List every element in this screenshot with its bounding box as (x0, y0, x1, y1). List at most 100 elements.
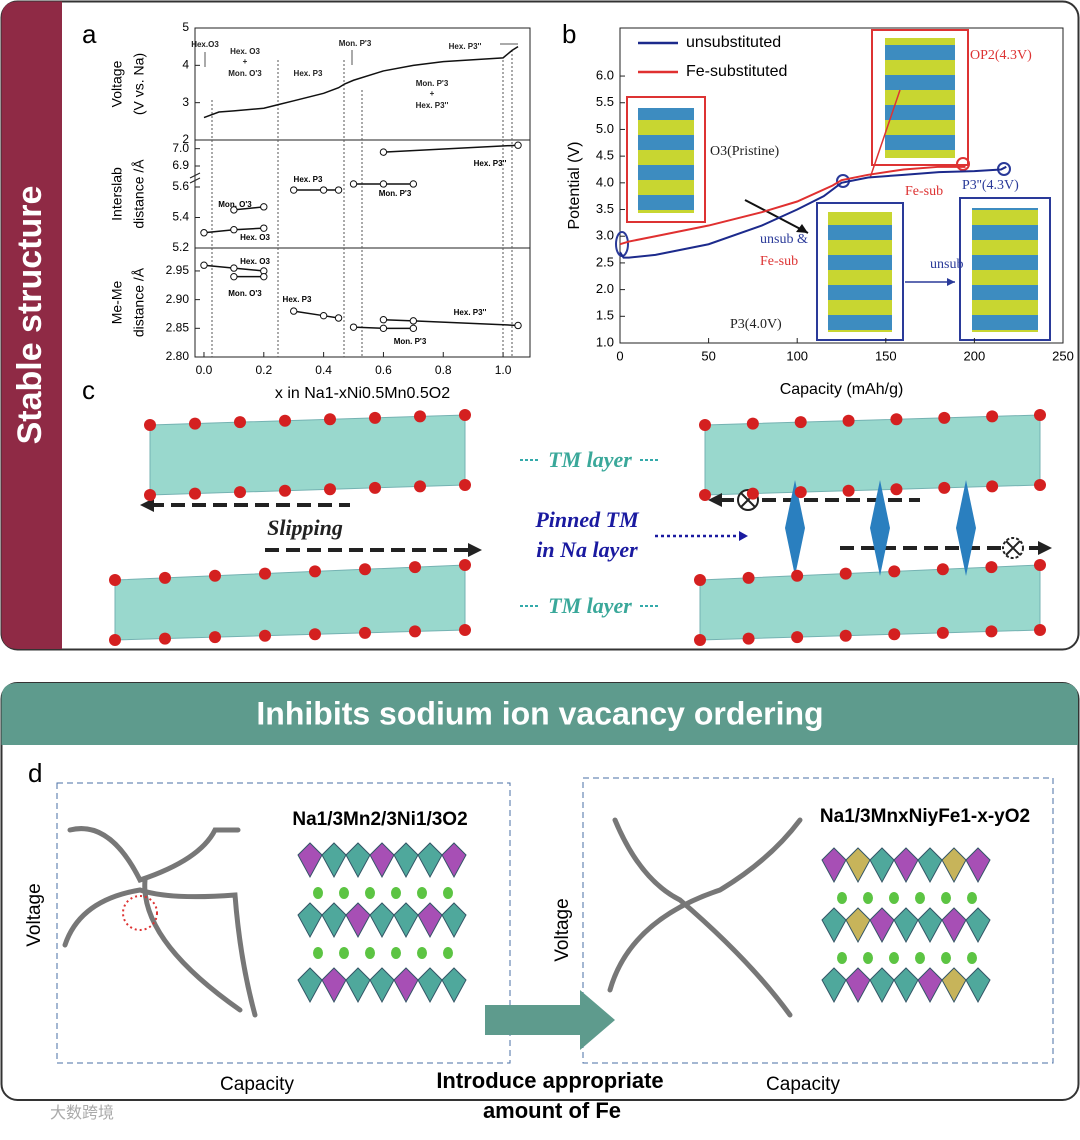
y-tick-label: 2.95 (166, 263, 190, 277)
point (230, 206, 238, 214)
point (260, 224, 268, 232)
point (379, 180, 388, 188)
point (379, 324, 388, 333)
point (409, 324, 418, 333)
annotation: Hex. P3'' (416, 101, 449, 110)
point (200, 261, 208, 269)
oxygen-atom (746, 417, 759, 430)
y-tick-label: 5 (182, 20, 189, 34)
series-label: Hex. P3 (294, 175, 323, 184)
y-tick-label: 5.5 (596, 94, 614, 109)
oxygen-atom (324, 413, 336, 426)
sodium-atom (941, 952, 951, 964)
octahedron (441, 842, 467, 879)
x-tick-label: 150 (875, 348, 897, 363)
oxygen-atom (742, 632, 755, 645)
y-tick-label: 6.0 (596, 67, 614, 82)
point (334, 186, 343, 194)
panel-c-structures (109, 409, 1052, 646)
sodium-atom (915, 892, 925, 904)
oxygen-atom (234, 416, 246, 429)
y-tick-label: 5.0 (596, 121, 614, 136)
series-line (619, 165, 966, 246)
oxygen-atom (699, 419, 711, 431)
point (349, 180, 358, 188)
sodium-atom (417, 887, 427, 899)
point (319, 311, 328, 320)
axis-break (189, 172, 201, 184)
oxygen-atom (938, 481, 951, 494)
x-axis-label: x in Na1-xNi0.5Mn0.5O2 (275, 385, 450, 402)
y-tick-label: 2.80 (166, 349, 190, 363)
y-tick-label: 1.0 (596, 334, 614, 349)
annotation: OP2(4.3V) (970, 48, 1032, 63)
pinned-label: Pinned TM (534, 507, 640, 532)
y-tick-label: 4.0 (596, 174, 614, 189)
series-label: Hex. P3'' (454, 308, 487, 317)
annotation: Hex.O3 (191, 40, 219, 49)
legend-label: Fe-substituted (686, 63, 787, 80)
point (230, 272, 238, 281)
x-tick-label: 1.0 (495, 363, 512, 377)
y-tick-label: 2.5 (596, 254, 614, 269)
annotation: O3(Pristine) (710, 144, 780, 159)
oxygen-atom (1034, 479, 1046, 491)
series-line (233, 206, 264, 211)
point (514, 141, 522, 149)
oxygen-atom (938, 411, 951, 424)
formula: Na1/3Mn2/3Ni1/3O2 (292, 809, 467, 830)
point (260, 203, 268, 211)
oxygen-atom (414, 480, 426, 493)
series-label: Hex. O3 (240, 233, 270, 242)
oxygen-atom (888, 565, 901, 578)
y-tick-label: 3 (182, 95, 189, 109)
crystal-insets (615, 29, 1051, 341)
point (200, 229, 208, 237)
oxygen-atom (359, 626, 371, 639)
formula: Na1/3MnxNiyFe1-x-yO2 (820, 806, 1030, 827)
point (290, 307, 298, 315)
y-axis-label: Potential (V) (566, 141, 583, 229)
x-tick-label: 0.2 (255, 363, 272, 377)
y-tick-label: 4 (182, 58, 189, 72)
series-line (203, 46, 519, 119)
legend-label: unsubstituted (686, 34, 781, 51)
oxygen-atom (234, 486, 246, 499)
y-tick-label: 2 (182, 132, 189, 146)
point (334, 314, 343, 322)
sodium-atom (391, 947, 401, 959)
point (379, 148, 388, 156)
side-label: Stable structure (11, 186, 49, 445)
oxygen-atom (794, 416, 807, 429)
oxygen-atom (742, 571, 755, 584)
x-tick-label: 50 (701, 348, 715, 363)
x-axis-label: Capacity (mAh/g) (780, 381, 904, 398)
y-tick-label: 2.0 (596, 281, 614, 296)
annotation: + (243, 57, 248, 66)
annotation: Hex. O3 (230, 47, 260, 56)
bottom-frame (0, 682, 1080, 1101)
annotation: P3(4.0V) (730, 317, 782, 332)
oxygen-atom (144, 419, 156, 431)
series-label: Hex. P3 (283, 295, 312, 304)
x-tick-label: 0.0 (196, 363, 213, 377)
octahedron (441, 967, 467, 1004)
point (290, 186, 298, 194)
oxygen-atom (459, 624, 471, 636)
panel-label: b (562, 19, 576, 49)
oxygen-atom (259, 567, 271, 580)
y-axis-label: Voltage (109, 60, 125, 107)
arrow-text: amount of Fe (483, 1098, 621, 1123)
annotation: Fe-sub (905, 184, 943, 199)
oxygen-atom (369, 411, 381, 424)
axis-label: Capacity (220, 1074, 294, 1095)
oxygen-atom (144, 489, 156, 501)
sodium-atom (863, 892, 873, 904)
oxygen-atom (794, 486, 807, 499)
sodium-atom (313, 947, 323, 959)
oxygen-atom (842, 414, 855, 427)
oxygen-atom (791, 569, 804, 582)
series-label: Mon. O'3 (228, 289, 262, 298)
sodium-atom (889, 952, 899, 964)
